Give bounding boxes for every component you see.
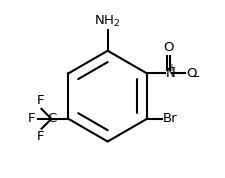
Text: O: O bbox=[185, 67, 195, 80]
Text: Br: Br bbox=[162, 112, 176, 125]
Text: +: + bbox=[167, 63, 175, 73]
Text: F: F bbox=[37, 94, 44, 107]
Text: F: F bbox=[28, 112, 35, 125]
Text: −: − bbox=[190, 72, 199, 82]
Text: N: N bbox=[165, 67, 174, 80]
Text: C: C bbox=[47, 112, 56, 125]
Text: NH$_2$: NH$_2$ bbox=[94, 14, 120, 29]
Text: O: O bbox=[162, 41, 173, 54]
Text: F: F bbox=[37, 130, 44, 143]
